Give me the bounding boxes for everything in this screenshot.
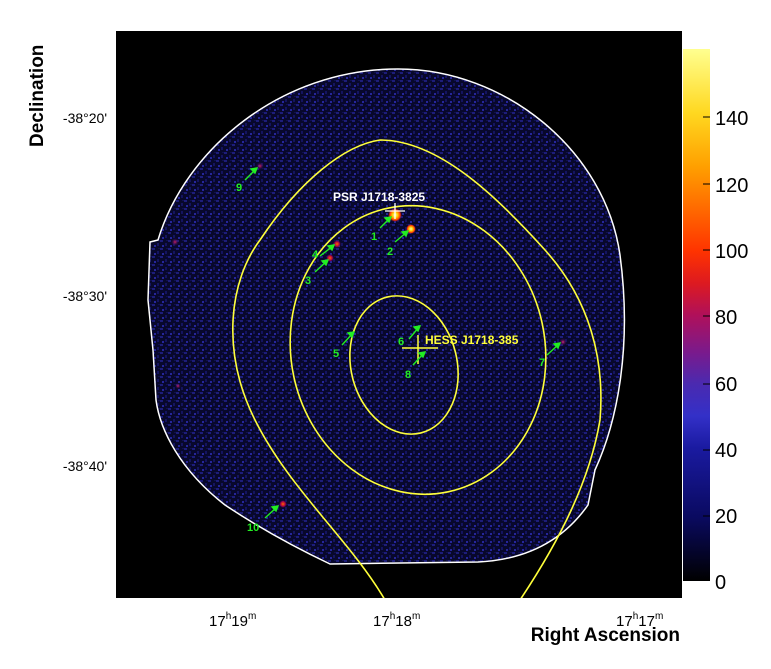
colorbar-tick-label: 120 — [715, 175, 748, 197]
x-tick-label: 17h19m — [209, 611, 256, 630]
colorbar — [683, 49, 710, 581]
source-label-1: 1 — [371, 231, 377, 243]
colorbar-tick-label: 100 — [715, 241, 748, 263]
tev-contours — [232, 139, 602, 598]
colorbar-tick-label: 20 — [715, 506, 737, 528]
psr-label: PSR J1718-3825 — [333, 190, 425, 204]
source-label-2: 2 — [387, 246, 393, 258]
y-tick-label: -38°20' — [63, 110, 107, 126]
psr-marker — [385, 203, 405, 219]
source-label-6: 6 — [398, 336, 404, 348]
source-label-3: 3 — [305, 275, 311, 287]
colorbar-ticks — [703, 116, 710, 581]
source-arrows — [244, 167, 562, 519]
x-tick-label: 17h18m — [373, 611, 420, 630]
contour-middle — [289, 204, 547, 496]
source-label-9: 9 — [236, 182, 242, 194]
field-of-view-image — [148, 69, 625, 564]
y-tick-label: -38°30' — [63, 288, 107, 304]
source-label-5: 5 — [333, 348, 339, 360]
colorbar-tick-label: 80 — [715, 307, 737, 329]
edge-emission-b — [175, 383, 181, 389]
x-tick-label: 17h17m — [616, 611, 663, 630]
colorbar-tick-label: 140 — [715, 108, 748, 130]
edge-emission-a — [171, 238, 179, 246]
x-axis-title: Right Ascension — [531, 625, 680, 646]
colorbar-tick-label: 60 — [715, 374, 737, 396]
source-4-emission — [333, 240, 341, 248]
hess-label: HESS J1718-385 — [425, 333, 519, 347]
source-label-8: 8 — [405, 369, 411, 381]
y-axis-title: Declination — [27, 45, 48, 147]
colorbar-tick-label: 40 — [715, 440, 737, 462]
contour-outer — [232, 139, 602, 598]
source-label-7: 7 — [539, 357, 545, 369]
colorbar-tick-label: 0 — [715, 572, 726, 594]
source-7-emission — [559, 338, 567, 346]
contour-inner — [349, 295, 459, 435]
source-label-10: 10 — [247, 522, 259, 534]
y-tick-label: -38°40' — [63, 458, 107, 474]
source-10-emission — [279, 500, 287, 508]
fov-outline — [147, 68, 626, 565]
source-label-4: 4 — [312, 249, 319, 261]
source-9-emission — [256, 162, 264, 170]
